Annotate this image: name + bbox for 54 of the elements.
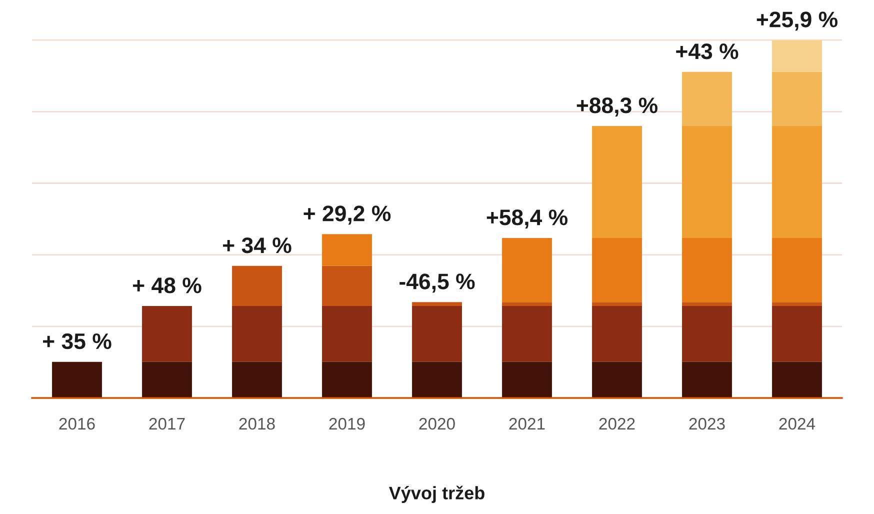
annotation: -46,5 %	[400, 274, 475, 293]
annotation: + 34 %	[223, 237, 292, 254]
annotation: + 48 %	[133, 278, 202, 294]
annotation: +88,3 %	[576, 98, 658, 116]
bar	[502, 238, 552, 302]
bar	[412, 302, 462, 306]
bar	[322, 362, 372, 398]
bar	[682, 306, 732, 362]
bar	[322, 306, 372, 362]
bar	[772, 302, 822, 306]
bar	[502, 362, 552, 398]
bar	[772, 72, 822, 126]
x-tick-label: 2020	[419, 418, 455, 430]
bar	[52, 362, 102, 398]
bar	[412, 362, 462, 398]
bar	[592, 126, 642, 238]
bar	[412, 306, 462, 362]
bar	[592, 302, 642, 306]
bar	[682, 302, 732, 306]
annotation: +58,4 %	[486, 210, 568, 229]
bar	[772, 126, 822, 238]
bar	[772, 238, 822, 302]
bar	[682, 238, 732, 302]
bar	[682, 362, 732, 398]
bar	[592, 238, 642, 302]
bar	[142, 362, 192, 398]
bar	[232, 306, 282, 362]
bar	[322, 234, 372, 266]
bar	[592, 362, 642, 398]
x-tick-label: 2023	[689, 418, 725, 430]
annotation: +43 %	[676, 43, 738, 60]
bar	[682, 126, 732, 238]
x-tick-label: 2024	[779, 418, 816, 430]
x-tick-label: 2019	[329, 418, 365, 430]
x-axis-title: Vývoj tržeb	[388, 486, 484, 503]
bar	[682, 72, 732, 126]
bar	[502, 302, 552, 306]
x-tick-label: 2017	[149, 418, 185, 430]
x-tick-label: 2021	[509, 418, 545, 430]
bar	[142, 306, 192, 362]
annotation: + 29,2 %	[304, 206, 391, 225]
x-tick-label: 2016	[59, 418, 95, 430]
bar	[502, 306, 552, 362]
bar	[772, 40, 822, 72]
bar	[232, 266, 282, 306]
bar	[232, 362, 282, 398]
annotation: + 35 %	[43, 333, 112, 350]
x-tick-label: 2018	[239, 418, 275, 430]
bar	[772, 362, 822, 398]
annotation: +25,9 %	[756, 12, 838, 31]
x-tick-label: 2022	[599, 418, 635, 430]
bar	[772, 306, 822, 362]
bar	[592, 306, 642, 362]
bar	[322, 266, 372, 306]
